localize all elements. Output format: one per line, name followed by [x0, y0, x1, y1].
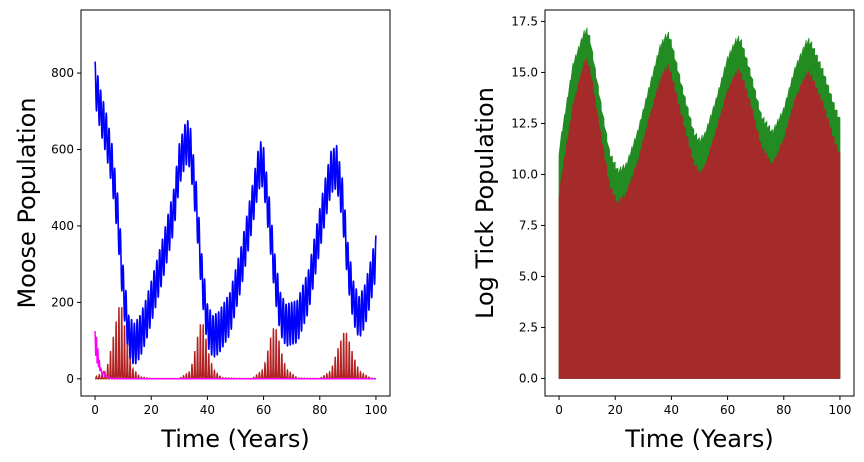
x-tick-label: 40 [664, 403, 679, 417]
y-tick-label: 10.0 [511, 167, 538, 181]
x-ticks: 0 20 40 60 80 100 [91, 396, 387, 417]
y-tick-label: 200 [51, 295, 74, 309]
x-tick-label: 40 [200, 403, 215, 417]
y-tick-label: 5.0 [519, 269, 538, 283]
y-tick-label: 400 [51, 219, 74, 233]
log-tick-population-plot: 0 20 40 60 80 100 0.0 2.5 5.0 7.5 10.0 12.5 15.0 17.… [471, 9, 855, 453]
moose-blue-series-line [94, 61, 377, 365]
plot-frame [80, 9, 391, 397]
x-tick-label: 100 [829, 403, 852, 417]
x-axis-label: Time (Years) [624, 425, 773, 453]
x-tick-label: 60 [720, 403, 735, 417]
x-tick-label: 80 [312, 403, 327, 417]
x-tick-label: 0 [91, 403, 99, 417]
series-layer [558, 27, 841, 379]
y-axis-label: Moose Population [13, 97, 41, 308]
y-tick-label: 7.5 [519, 218, 538, 232]
tick-brown-series-area [558, 58, 841, 379]
y-tick-label: 0 [66, 372, 74, 386]
x-tick-label: 20 [144, 403, 159, 417]
x-tick-label: 0 [555, 403, 563, 417]
y-tick-label: 15.0 [511, 65, 538, 79]
plot-frame [544, 9, 855, 397]
y-tick-label: 800 [51, 66, 74, 80]
x-axis-label: Time (Years) [160, 425, 309, 453]
x-tick-label: 100 [365, 403, 388, 417]
y-ticks: 0 200 400 600 800 [51, 66, 81, 386]
x-tick-label: 60 [256, 403, 271, 417]
y-tick-label: 12.5 [511, 116, 538, 130]
x-ticks: 0 20 40 60 80 100 [555, 396, 851, 417]
x-tick-label: 20 [608, 403, 623, 417]
moose-magenta-series-line [94, 331, 376, 380]
x-tick-label: 80 [776, 403, 791, 417]
y-tick-label: 17.5 [511, 14, 538, 28]
series-layer [94, 61, 377, 380]
y-tick-label: 2.5 [519, 320, 538, 334]
y-ticks: 0.0 2.5 5.0 7.5 10.0 12.5 15.0 17.5 [511, 14, 545, 385]
y-tick-label: 0.0 [519, 371, 538, 385]
y-axis-label: Log Tick Population [471, 87, 499, 319]
y-tick-label: 600 [51, 142, 74, 156]
